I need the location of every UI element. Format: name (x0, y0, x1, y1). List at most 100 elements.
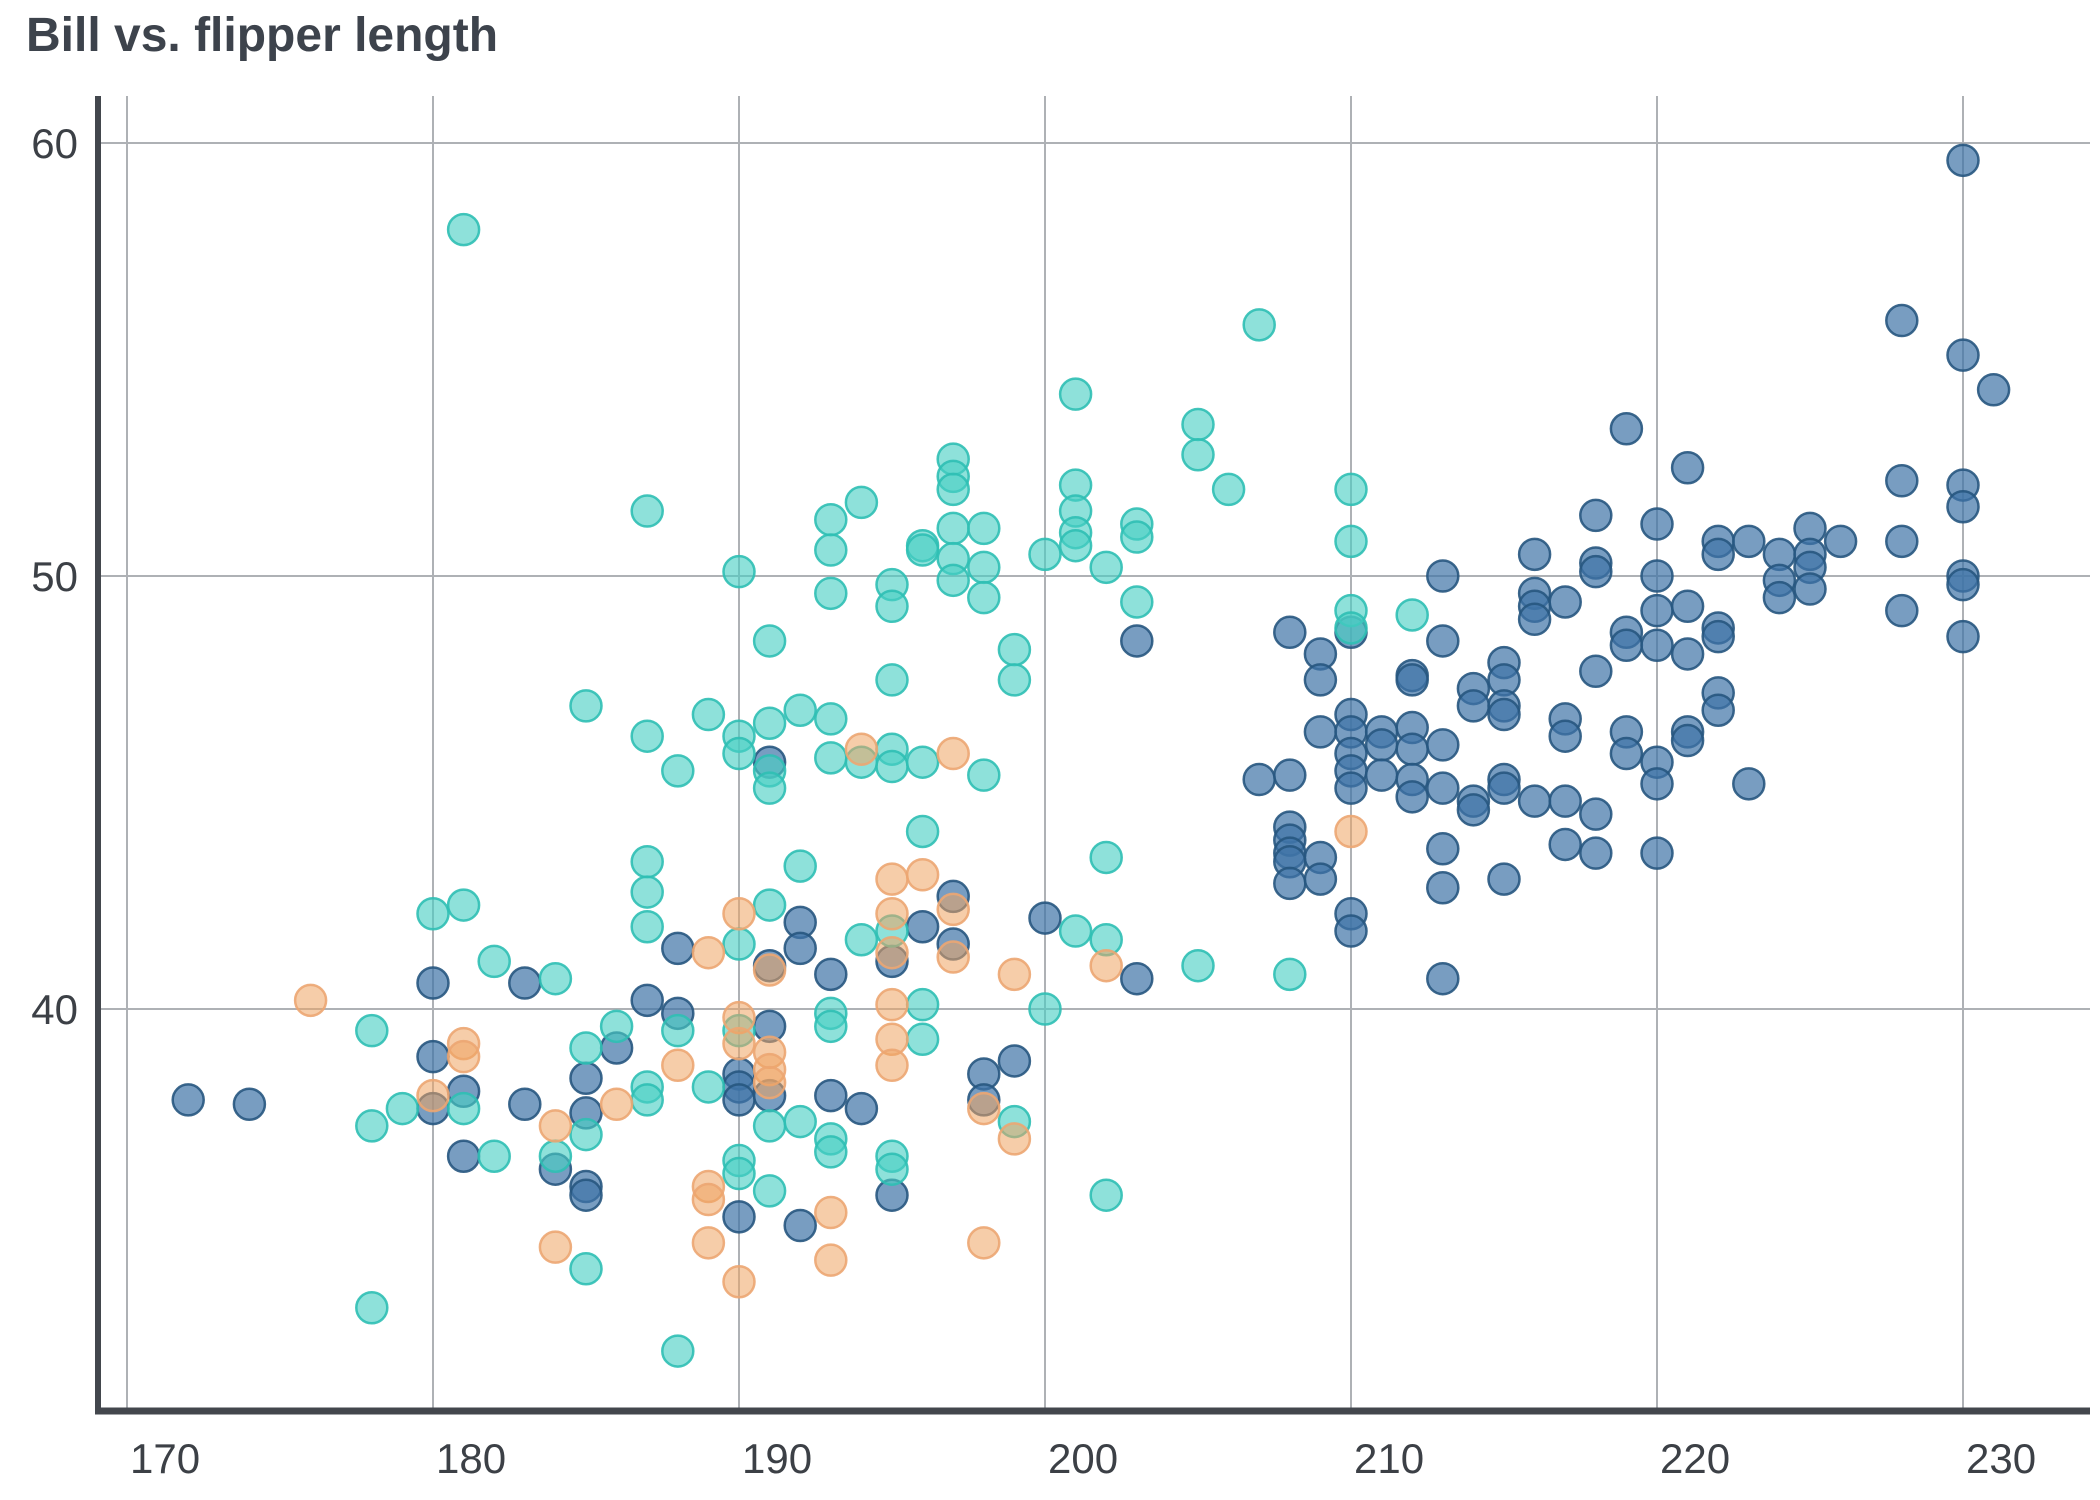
data-point-blue (1579, 797, 1613, 831)
data-point-blue (1487, 697, 1521, 732)
data-point-teal (1120, 585, 1154, 619)
x-tick-label: 190 (742, 1435, 812, 1482)
data-point-orange (416, 1078, 450, 1113)
data-point-orange (814, 1195, 848, 1230)
data-point-teal (477, 944, 511, 979)
data-point-orange (691, 935, 726, 970)
data-point-teal (722, 554, 756, 589)
data-point-teal (691, 1070, 726, 1104)
data-point-blue (1793, 572, 1827, 606)
data-point-blue (1395, 780, 1429, 814)
data-point-teal (1334, 611, 1368, 645)
data-point-teal (446, 888, 481, 922)
data-point-orange (967, 1226, 1001, 1260)
data-point-teal (783, 849, 817, 883)
data-point-blue (1487, 771, 1521, 805)
data-point-teal (967, 511, 1001, 546)
data-point-blue (1395, 732, 1429, 766)
data-point-blue (1242, 762, 1276, 797)
data-point-teal (967, 758, 1001, 792)
data-point-blue (1334, 914, 1368, 948)
data-point-blue (905, 909, 940, 944)
data-point-blue (1456, 689, 1491, 723)
data-point-blue (569, 1178, 603, 1212)
data-point-blue (1426, 624, 1460, 658)
data-point-blue (1579, 654, 1613, 689)
data-point-orange (875, 896, 909, 931)
data-point-teal (385, 1091, 420, 1126)
data-point-blue (814, 957, 848, 992)
data-point-orange (875, 987, 909, 1022)
data-point-orange (752, 1065, 787, 1100)
x-tick-label: 220 (1660, 1435, 1730, 1482)
data-point-blue (1732, 767, 1766, 801)
data-point-blue (1579, 498, 1613, 533)
data-point-orange (997, 1122, 1032, 1156)
data-point-blue (1701, 537, 1735, 572)
data-point-teal (661, 754, 695, 788)
data-point-blue (1426, 961, 1460, 996)
data-point-teal (538, 961, 573, 996)
data-point-blue (783, 1208, 817, 1243)
data-point-teal (1334, 472, 1368, 507)
data-point-teal (1089, 550, 1123, 585)
data-point-blue (1946, 567, 1980, 602)
data-point-teal (1028, 992, 1062, 1026)
data-point-blue (814, 1078, 848, 1113)
data-point-teal (1395, 598, 1429, 632)
data-point-blue (1640, 559, 1674, 593)
data-point-blue (1946, 489, 1980, 524)
x-tick-label: 180 (436, 1435, 506, 1482)
data-point-blue (1303, 715, 1338, 749)
data-point-blue (1609, 736, 1644, 771)
data-point-teal (355, 1109, 389, 1143)
data-point-teal (752, 1174, 787, 1208)
data-point-orange (814, 1243, 848, 1277)
data-point-teal (905, 987, 940, 1022)
data-point-teal (569, 1117, 603, 1152)
data-point-teal (416, 896, 450, 931)
data-point-teal (936, 472, 970, 507)
data-point-orange (661, 1048, 695, 1083)
data-point-blue (1273, 866, 1307, 901)
data-point-teal (569, 689, 603, 723)
data-point-blue (1426, 871, 1460, 905)
data-point-blue (997, 1044, 1032, 1078)
data-point-teal (1181, 438, 1215, 472)
data-point-blue (1426, 832, 1460, 866)
data-point-blue (1762, 580, 1797, 615)
data-point-teal (875, 1152, 909, 1186)
x-tick-label: 200 (1048, 1435, 1118, 1482)
data-point-orange (875, 1048, 909, 1083)
data-point-blue (1426, 728, 1460, 762)
y-tick-label: 40 (31, 986, 78, 1033)
data-point-teal (875, 663, 909, 697)
data-point-teal (1058, 377, 1093, 411)
data-point-blue (783, 931, 817, 966)
data-point-blue (844, 1091, 879, 1126)
data-point-orange (997, 957, 1032, 992)
data-point-blue (1548, 784, 1582, 818)
data-point-teal (661, 1334, 695, 1368)
data-point-blue (1732, 524, 1766, 559)
data-point-blue (1456, 793, 1491, 827)
data-point-blue (1946, 619, 1980, 654)
data-point-blue (446, 1139, 481, 1173)
data-point-teal (814, 576, 848, 611)
data-point-blue (569, 1061, 603, 1096)
data-point-blue (508, 1087, 542, 1122)
data-point-blue (232, 1087, 267, 1122)
data-point-teal (1120, 520, 1154, 554)
y-tick-label: 60 (31, 120, 78, 167)
data-point-teal (630, 494, 664, 528)
data-point-blue (1426, 771, 1460, 805)
data-point-blue (1946, 143, 1980, 178)
x-tick-label: 230 (1966, 1435, 2036, 1482)
data-point-teal (1058, 914, 1093, 948)
data-point-blue (1579, 836, 1613, 870)
data-point-orange (691, 1226, 726, 1260)
data-point-teal (875, 749, 909, 784)
data-point-blue (1487, 862, 1521, 896)
data-point-orange (1089, 948, 1123, 983)
data-point-teal (630, 719, 664, 753)
